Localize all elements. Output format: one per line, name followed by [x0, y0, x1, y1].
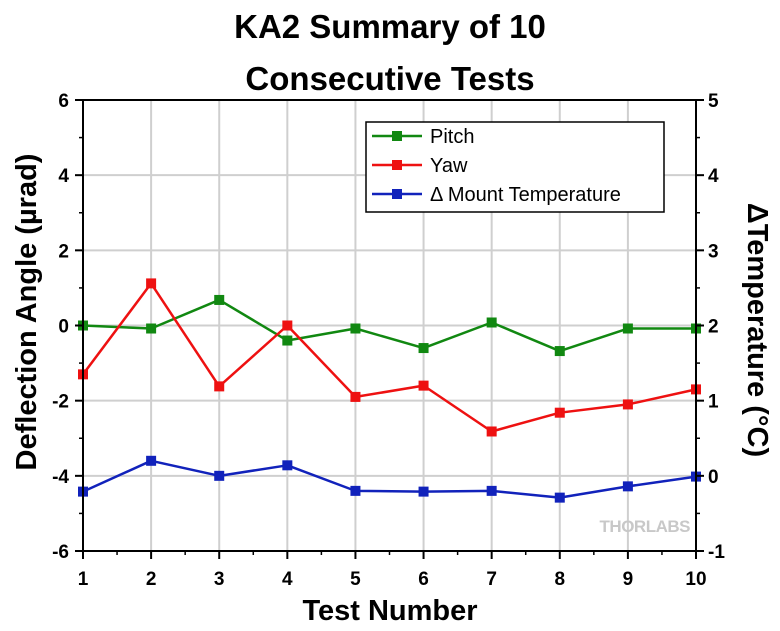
y-right-tick-label: 0 — [708, 467, 719, 488]
legend-marker — [392, 160, 402, 170]
data-point — [486, 426, 497, 437]
data-point — [282, 320, 293, 331]
y-tick-label: -4 — [52, 467, 69, 488]
x-tick-label: 9 — [623, 569, 634, 590]
data-point — [622, 399, 633, 410]
data-point — [554, 346, 565, 357]
y-axis-label-right: ΔTemperature (°C) — [741, 203, 773, 457]
legend-marker — [392, 131, 402, 141]
x-tick-label: 4 — [282, 569, 293, 590]
y-tick-label: 2 — [58, 241, 69, 262]
y-axis-label: Deflection Angle (µrad) — [11, 154, 43, 471]
y-right-tick-label: -1 — [708, 542, 725, 563]
series-line-2 — [82, 459, 697, 499]
series-line-0 — [82, 298, 696, 353]
y-tick-label: -2 — [52, 392, 69, 413]
y-right-tick-label: 5 — [708, 91, 719, 112]
ticks — [75, 99, 704, 559]
y-right-tick-label: 2 — [708, 317, 719, 338]
y-tick-label: 0 — [58, 317, 69, 338]
legend-label: Yaw — [430, 155, 468, 177]
chart-title-line-2: Consecutive Tests — [245, 60, 534, 97]
x-tick-label: 3 — [214, 569, 225, 590]
data-point — [622, 323, 633, 334]
x-tick-label: 7 — [486, 569, 497, 590]
legend-label: Pitch — [430, 126, 474, 148]
data-point — [486, 317, 497, 328]
series-lines — [81, 282, 697, 499]
x-tick-label: 6 — [418, 569, 429, 590]
data-point — [146, 323, 157, 334]
data-point — [350, 391, 361, 402]
y-right-tick-label: 1 — [708, 392, 719, 413]
data-point — [622, 481, 633, 492]
y-tick-label: 6 — [58, 91, 69, 112]
series-line-1 — [81, 282, 697, 433]
data-point — [418, 343, 429, 354]
tick-labels: 1 2 3 4 5 6 7 8 9 10 -6 -4 -2 0 2 4 6 -1 0 1 2 3 4 5 — [52, 91, 725, 590]
legend-marker — [392, 189, 402, 199]
y-tick-label: 4 — [58, 166, 69, 187]
x-tick-label: 8 — [554, 569, 565, 590]
data-point — [350, 323, 361, 334]
data-point — [146, 278, 157, 289]
x-tick-label: 2 — [146, 569, 157, 590]
data-point — [486, 485, 497, 496]
data-point — [554, 407, 565, 418]
data-point — [214, 381, 225, 392]
legend: Pitch Yaw Δ Mount Temperature — [365, 121, 665, 213]
chart-title-line-1: KA2 Summary of 10 — [234, 8, 546, 45]
x-tick-label: 1 — [78, 569, 89, 590]
x-tick-label: 5 — [350, 569, 361, 590]
legend-label: Δ Mount Temperature — [430, 184, 621, 206]
data-point — [282, 335, 293, 346]
thorlabs-watermark: THORLABS — [600, 517, 691, 536]
y-right-tick-label: 3 — [708, 241, 719, 262]
data-point — [146, 455, 157, 466]
y-tick-label: -6 — [52, 542, 69, 563]
data-point — [214, 294, 225, 305]
x-axis-label: Test Number — [302, 595, 477, 627]
x-tick-label: 10 — [685, 569, 706, 590]
data-point — [214, 470, 225, 481]
data-point — [418, 380, 429, 391]
data-point — [282, 460, 293, 471]
y-right-tick-label: 4 — [708, 166, 719, 187]
data-point — [418, 486, 429, 497]
data-point — [554, 492, 565, 503]
data-point — [350, 485, 361, 496]
